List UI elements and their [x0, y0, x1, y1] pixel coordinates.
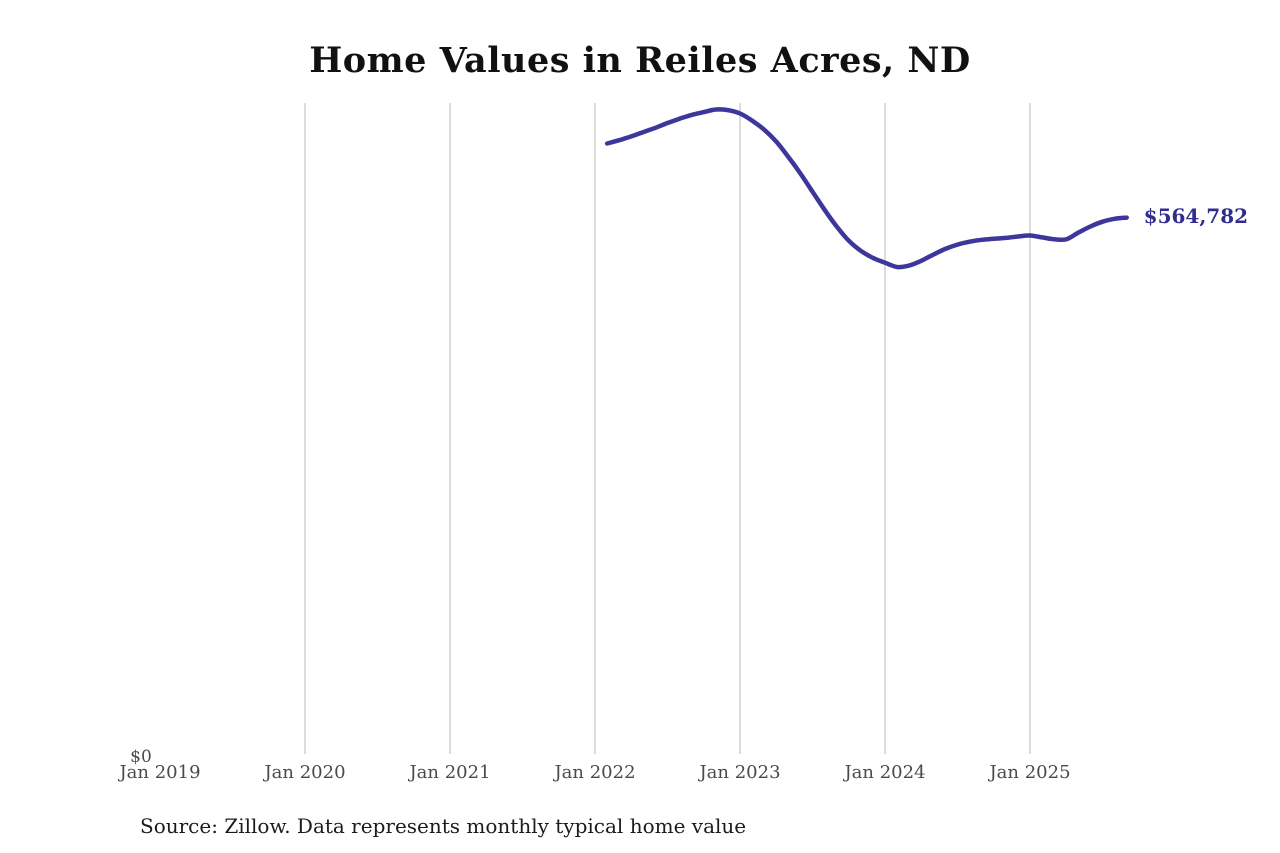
x-tick-label: Jan 2022 — [554, 762, 636, 783]
x-tick-label: Jan 2024 — [844, 762, 926, 783]
y-axis-zero-tick-label: $0 — [130, 747, 152, 767]
x-tick-label: Jan 2023 — [699, 762, 781, 783]
source-attribution: Source: Zillow. Data represents monthly … — [140, 814, 747, 838]
x-tick-label: Jan 2025 — [989, 762, 1071, 783]
x-tick-label: Jan 2020 — [264, 762, 346, 783]
x-tick-label: Jan 2021 — [409, 762, 491, 783]
x-tick-label: Jan 2019 — [119, 762, 201, 783]
gridlines — [304, 103, 1031, 754]
current-value-label: $564,782 — [1143, 203, 1249, 228]
chart-title: Home Values in Reiles Acres, ND — [309, 40, 971, 81]
home-value-line — [604, 107, 1129, 270]
